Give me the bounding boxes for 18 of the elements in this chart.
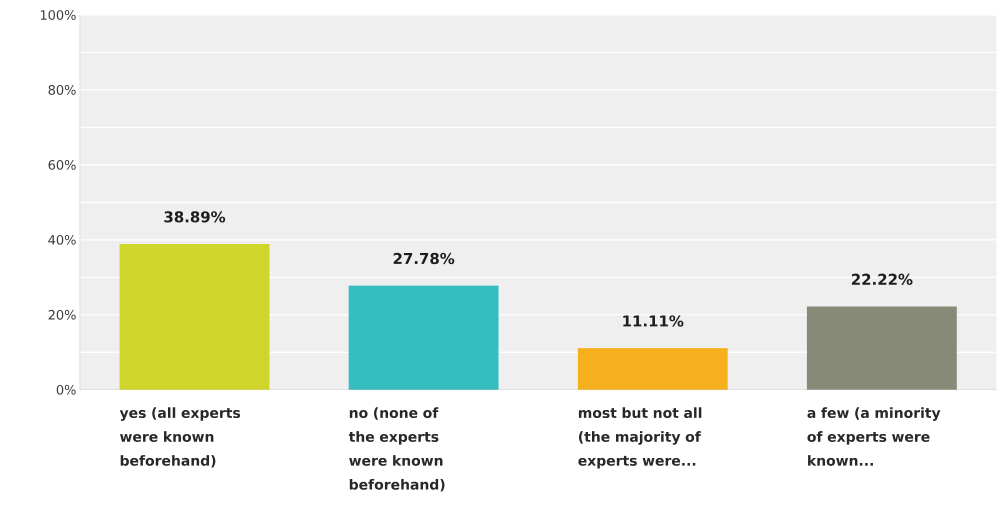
bar — [578, 348, 728, 390]
x-tick-label: most but not all (the majority of experts were... — [578, 407, 702, 469]
data-label: 27.78% — [394, 252, 454, 264]
y-tick-label: 100% — [40, 10, 76, 20]
y-tick-label: 60% — [48, 160, 76, 170]
x-tick-label: yes (all experts were known beforehand) — [120, 407, 240, 468]
y-tick-label: 20% — [48, 310, 76, 320]
data-label: 22.22% — [852, 274, 912, 286]
x-tick-label: no (none of the experts were known beforehand) — [348, 407, 444, 492]
y-tick-label: 40% — [48, 235, 76, 245]
y-tick-label: 0% — [56, 385, 76, 395]
data-label: 38.89% — [164, 211, 226, 223]
bar — [120, 244, 270, 390]
bar — [348, 286, 499, 390]
x-tick-label: a few (a minority of experts were known... — [807, 407, 940, 466]
y-tick-label: 80% — [48, 85, 76, 95]
data-label: 11.11% — [623, 315, 684, 327]
bar — [806, 306, 957, 390]
